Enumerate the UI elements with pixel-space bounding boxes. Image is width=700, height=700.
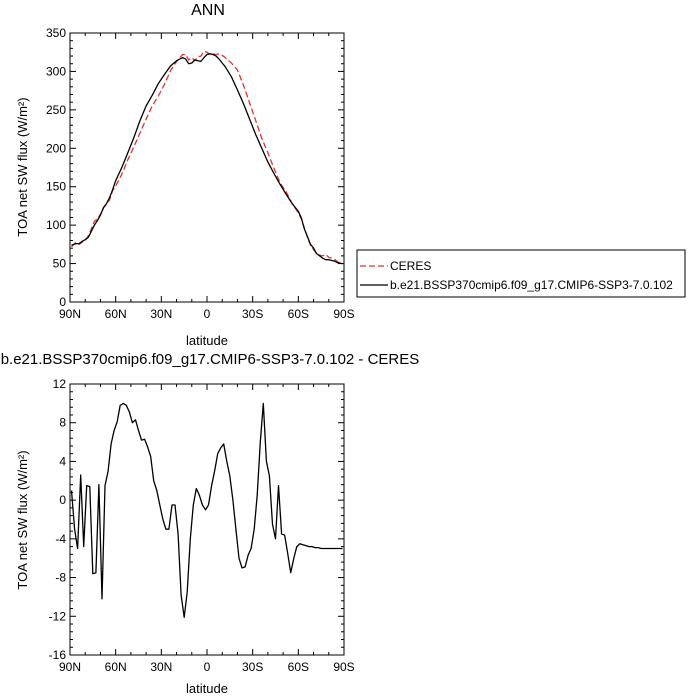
top-chart-title: ANN: [191, 2, 225, 19]
y-tick-label: -16: [49, 648, 67, 662]
y-tick-label: 200: [46, 141, 66, 155]
x-tick-label: 0: [204, 307, 211, 321]
top-panel: ANN 0 50 100 150 200 250 300 350 90N 60N 30N 0 30S 6…: [15, 2, 355, 348]
x-tick-label: 60S: [288, 307, 309, 321]
top-y-ticks: 0 50 100 150 200 250 300 350: [46, 26, 344, 309]
bottom-x-ticks: 90N 60N 30N 0 30S 60S 90S: [59, 384, 355, 674]
series-line-model: [71, 53, 343, 265]
x-tick-label: 30N: [150, 660, 172, 674]
x-tick-label: 0: [204, 660, 211, 674]
y-tick-label: 300: [46, 64, 66, 78]
x-tick-label: 30S: [242, 307, 263, 321]
bottom-x-axis-label: latitude: [186, 681, 228, 696]
top-series-lines: [71, 50, 343, 265]
y-tick-label: 0: [59, 295, 66, 309]
x-tick-label: 60N: [105, 660, 127, 674]
series-line-difference: [70, 402, 343, 618]
top-x-axis-label: latitude: [186, 333, 228, 348]
top-x-ticks: 90N 60N 30N 0 30S 60S 90S: [59, 33, 355, 321]
series-line-ceres: [71, 50, 343, 265]
x-tick-label: 30S: [242, 660, 263, 674]
x-tick-label: 90S: [333, 307, 354, 321]
legend: CERES b.e21.BSSP370cmip6.f09_g17.CMIP6-S…: [356, 249, 686, 298]
x-tick-label: 60S: [288, 660, 309, 674]
y-tick-label: 0: [59, 493, 66, 507]
y-tick-label: 250: [46, 103, 66, 117]
x-tick-label: 90N: [59, 307, 81, 321]
top-y-axis-label: TOA net SW flux (W/m²): [15, 97, 30, 236]
legend-label-model: b.e21.BSSP370cmip6.f09_g17.CMIP6-SSP3-7.…: [390, 278, 673, 292]
y-tick-label: 4: [59, 454, 66, 468]
bottom-y-ticks: -16 -12 -8 -4 0 4 8 12: [49, 377, 344, 662]
legend-box: [356, 249, 686, 298]
y-tick-label: 350: [46, 26, 66, 40]
x-tick-label: 90S: [333, 660, 354, 674]
legend-label-ceres: CERES: [390, 259, 431, 273]
bottom-panel: b.e21.BSSP370cmip6.f09_g17.CMIP6-SSP3-7.…: [1, 351, 420, 696]
y-tick-label: -12: [49, 609, 67, 623]
y-tick-label: 50: [53, 257, 67, 271]
y-tick-label: 8: [59, 416, 66, 430]
x-tick-label: 30N: [150, 307, 172, 321]
bottom-series-lines: [70, 402, 343, 618]
y-tick-label: 100: [46, 218, 66, 232]
top-plot-frame: [69, 32, 345, 303]
bottom-plot-frame: [69, 383, 345, 656]
x-tick-label: 60N: [105, 307, 127, 321]
bottom-chart-title: b.e21.BSSP370cmip6.f09_g17.CMIP6-SSP3-7.…: [1, 351, 420, 368]
y-tick-label: 150: [46, 180, 66, 194]
y-tick-label: -4: [55, 532, 66, 546]
bottom-y-axis-label: TOA net SW flux (W/m²): [15, 450, 30, 589]
x-tick-label: 90N: [59, 660, 81, 674]
y-tick-label: -8: [55, 571, 66, 585]
y-tick-label: 12: [53, 377, 67, 391]
